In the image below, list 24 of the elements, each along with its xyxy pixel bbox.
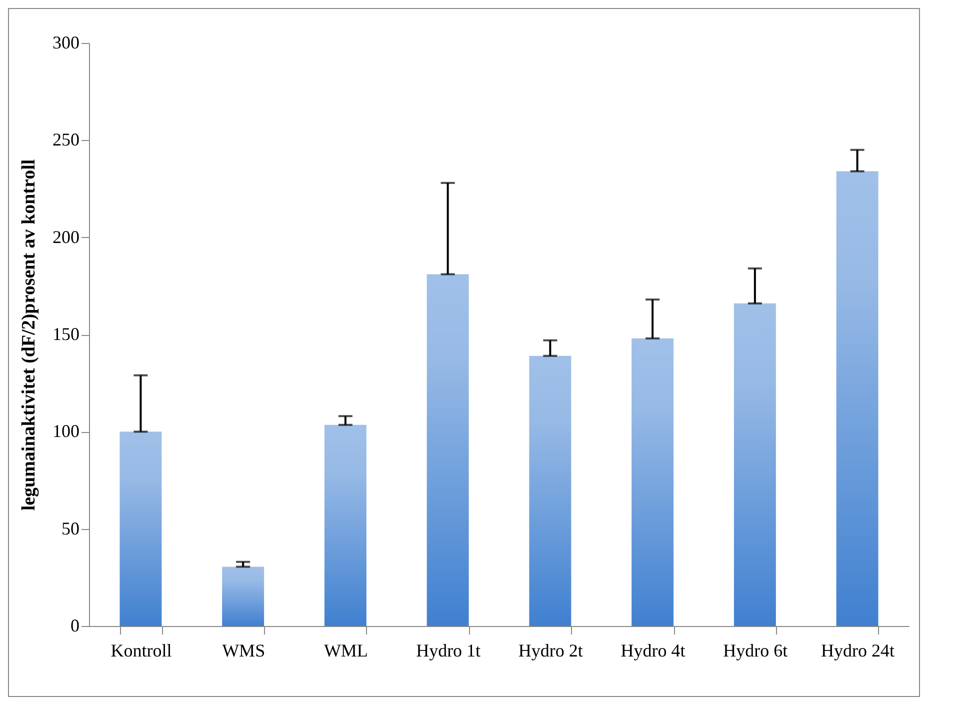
y-tick-label: 250 [52,130,80,150]
x-tick-label: Hydro 6t [723,640,788,660]
y-tick-label: 200 [52,226,80,247]
x-tick-label: Hydro 1t [416,640,481,660]
bar [324,424,366,626]
x-tick-label: Hydro 2t [518,640,583,660]
x-tick-label: Hydro 4t [620,640,686,660]
x-tick-label: Kontroll [110,640,172,660]
y-tick-label: 50 [62,518,80,538]
x-tick-label: WMS [222,640,266,660]
bar [734,303,776,626]
bar [529,356,572,626]
bar [426,274,469,626]
y-axis-title: legumainaktivitet (dF/2)prosent av kontroll [18,159,40,511]
y-tick-label: 100 [52,421,80,442]
bar [836,171,878,626]
bar [632,338,674,626]
y-tick-label: 300 [52,32,80,52]
bar [120,432,162,626]
y-tick-label: 150 [52,324,80,344]
y-tick-label: 0 [70,616,80,636]
bar [222,566,264,626]
x-tick-label: WML [324,640,368,660]
x-tick-label: Hydro 24t [821,640,895,660]
